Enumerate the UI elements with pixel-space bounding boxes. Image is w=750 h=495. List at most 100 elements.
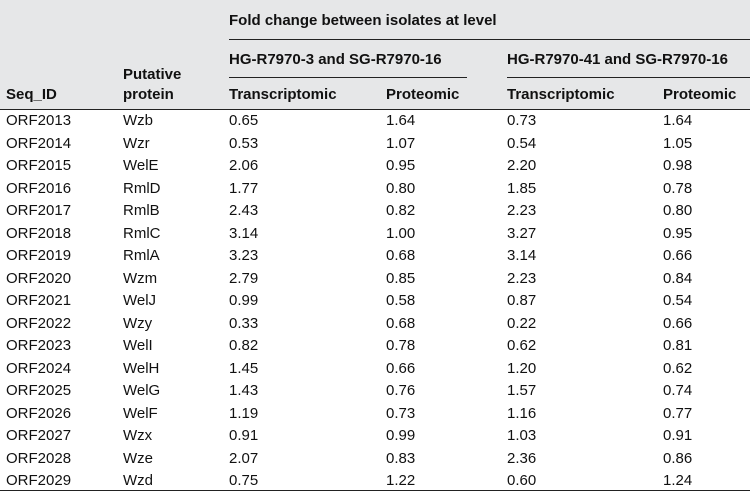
group2-proteomic-heading: Proteomic [663, 86, 737, 103]
group2-transcriptomic-cell: 2.20 [507, 157, 537, 174]
table-row: ORF2021 WelJ 0.99 0.58 0.87 0.54 [0, 290, 750, 313]
table-row: ORF2027 Wzx 0.91 0.99 1.03 0.91 [0, 425, 750, 448]
seq-id-cell: ORF2027 [6, 427, 72, 444]
group1-heading: HG-R7970-3 and SG-R7970-16 [229, 51, 442, 68]
group1-transcriptomic-cell: 1.43 [229, 382, 259, 399]
group2-proteomic-cell: 0.84 [663, 269, 693, 287]
group1-transcriptomic-cell: 2.06 [229, 157, 259, 174]
group1-proteomic-cell: 0.73 [386, 404, 416, 422]
group1-transcriptomic-heading: Transcriptomic [229, 86, 337, 103]
group2-proteomic-cell: 0.86 [663, 449, 693, 467]
table-row: ORF2017 RmlB 2.43 0.82 2.23 0.80 [0, 200, 750, 223]
protein-cell: WelE [123, 157, 159, 174]
table-row: ORF2014 Wzr 0.53 1.07 0.54 1.05 [0, 133, 750, 156]
group1-transcriptomic-cell: 3.23 [229, 247, 259, 264]
group2-transcriptomic-cell: 0.73 [507, 112, 537, 129]
group1-proteomic-cell: 1.07 [386, 134, 416, 152]
group2-transcriptomic-heading: Transcriptomic [507, 86, 615, 103]
group2-proteomic-cell: 0.80 [663, 202, 693, 219]
header-bottom-rule [0, 109, 750, 110]
seq-id-cell: ORF2025 [6, 382, 72, 399]
group2-transcriptomic-cell: 0.87 [507, 292, 537, 309]
group1-transcriptomic-cell: 0.53 [229, 134, 259, 152]
table-row: ORF2019 RmlA 3.23 0.68 3.14 0.66 [0, 245, 750, 268]
table-row: ORF2015 WelE 2.06 0.95 2.20 0.98 [0, 155, 750, 178]
group2-proteomic-cell: 0.77 [663, 404, 693, 422]
protein-cell: WelG [123, 382, 161, 399]
putative-heading-line1: Putative [123, 66, 182, 83]
group1-transcriptomic-cell: 1.19 [229, 404, 259, 422]
group2-proteomic-cell: 0.91 [663, 427, 693, 444]
putative-heading-line2: protein [123, 86, 174, 103]
table-row: ORF2018 RmlC 3.14 1.00 3.27 0.95 [0, 223, 750, 246]
seq-id-cell: ORF2018 [6, 224, 72, 242]
group1-proteomic-cell: 0.83 [386, 449, 416, 467]
group1-transcriptomic-cell: 0.82 [229, 337, 259, 354]
group1-proteomic-cell: 0.76 [386, 382, 416, 399]
seq-id-cell: ORF2020 [6, 269, 72, 287]
table-row: ORF2013 Wzb 0.65 1.64 0.73 1.64 [0, 110, 750, 133]
table-bottom-rule [0, 490, 750, 491]
seq-id-cell: ORF2013 [6, 112, 72, 129]
protein-cell: RmlD [123, 179, 161, 197]
group2-transcriptomic-cell: 2.23 [507, 269, 537, 287]
table-row: ORF2020 Wzm 2.79 0.85 2.23 0.84 [0, 268, 750, 291]
group1-transcriptomic-cell: 0.91 [229, 427, 259, 444]
seq-id-cell: ORF2016 [6, 179, 72, 197]
group2-transcriptomic-cell: 1.57 [507, 382, 537, 399]
seq-id-cell: ORF2021 [6, 292, 72, 309]
protein-cell: WelH [123, 359, 160, 377]
table-row: ORF2025 WelG 1.43 0.76 1.57 0.74 [0, 380, 750, 403]
protein-cell: WelF [123, 404, 158, 422]
group1-proteomic-cell: 0.82 [386, 202, 416, 219]
group2-transcriptomic-cell: 2.36 [507, 449, 537, 467]
group1-proteomic-cell: 0.85 [386, 269, 416, 287]
protein-cell: Wze [123, 449, 153, 467]
seq-id-heading: Seq_ID [6, 86, 57, 103]
group1-transcriptomic-cell: 1.45 [229, 359, 259, 377]
group2-proteomic-cell: 0.54 [663, 292, 693, 309]
seq-id-cell: ORF2024 [6, 359, 72, 377]
protein-cell: WelI [123, 337, 153, 354]
seq-id-cell: ORF2019 [6, 247, 72, 264]
group1-rule [229, 77, 467, 78]
group1-transcriptomic-cell: 1.77 [229, 179, 259, 197]
protein-cell: RmlA [123, 247, 160, 264]
group1-proteomic-cell: 0.99 [386, 427, 416, 444]
seq-id-cell: ORF2028 [6, 449, 72, 467]
group2-transcriptomic-cell: 1.85 [507, 179, 537, 197]
header-rule-top [229, 39, 750, 40]
group2-transcriptomic-cell: 0.62 [507, 337, 537, 354]
group1-proteomic-cell: 0.66 [386, 359, 416, 377]
group2-transcriptomic-cell: 0.22 [507, 314, 537, 332]
group1-proteomic-cell: 1.64 [386, 112, 416, 129]
group1-transcriptomic-cell: 0.65 [229, 112, 259, 129]
protein-cell: RmlB [123, 202, 160, 219]
group1-proteomic-cell: 1.00 [386, 224, 416, 242]
protein-cell: WelJ [123, 292, 157, 309]
group2-rule [507, 77, 750, 78]
protein-cell: Wzd [123, 472, 153, 489]
group2-heading: HG-R7970-41 and SG-R7970-16 [507, 51, 728, 68]
group1-transcriptomic-cell: 2.43 [229, 202, 259, 219]
group1-proteomic-cell: 0.95 [386, 157, 416, 174]
group2-transcriptomic-cell: 2.23 [507, 202, 537, 219]
protein-cell: Wzy [123, 314, 153, 332]
seq-id-cell: ORF2023 [6, 337, 72, 354]
group1-transcriptomic-cell: 2.79 [229, 269, 259, 287]
table-header [0, 0, 750, 110]
seq-id-cell: ORF2014 [6, 134, 72, 152]
group1-transcriptomic-cell: 2.07 [229, 449, 259, 467]
group1-proteomic-heading: Proteomic [386, 86, 460, 103]
group2-transcriptomic-cell: 1.16 [507, 404, 537, 422]
protein-cell: Wzx [123, 427, 153, 444]
protein-cell: Wzm [123, 269, 158, 287]
table-row: ORF2028 Wze 2.07 0.83 2.36 0.86 [0, 448, 750, 471]
group2-proteomic-cell: 0.66 [663, 247, 693, 264]
seq-id-cell: ORF2029 [6, 472, 72, 489]
seq-id-cell: ORF2017 [6, 202, 72, 219]
group1-proteomic-cell: 0.68 [386, 247, 416, 264]
group1-transcriptomic-cell: 0.33 [229, 314, 259, 332]
group2-transcriptomic-cell: 1.20 [507, 359, 537, 377]
group2-proteomic-cell: 0.66 [663, 314, 693, 332]
